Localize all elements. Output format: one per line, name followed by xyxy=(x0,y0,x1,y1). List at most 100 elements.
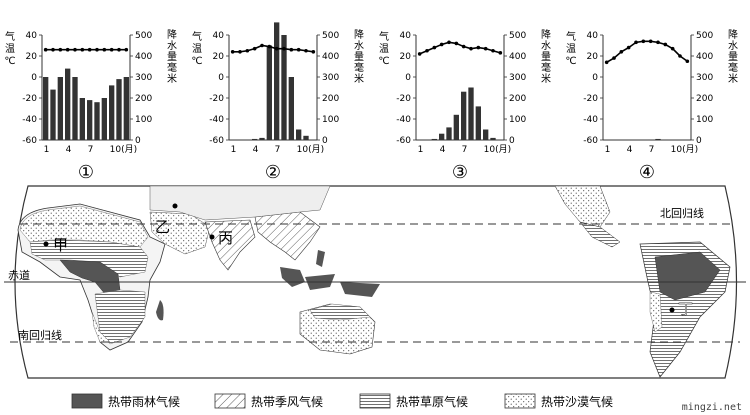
temperature-point xyxy=(102,47,107,52)
precip-tick-label: 300 xyxy=(135,73,152,83)
precip-bar xyxy=(439,133,445,140)
philippines xyxy=(316,250,325,267)
legend-item: 热带沙漠气候 xyxy=(504,393,613,409)
temperature-point xyxy=(117,47,121,52)
precip-tick-label: 500 xyxy=(696,31,713,41)
precip-tick-label: 500 xyxy=(135,31,152,41)
precip-bar xyxy=(43,77,49,140)
precip-bar xyxy=(303,135,309,140)
temp-tick-label: 0 xyxy=(31,73,37,83)
temperature-point xyxy=(124,47,129,52)
precip-tick-label: 200 xyxy=(696,94,713,104)
place-ding-label: 丁 xyxy=(678,300,693,318)
temp-tick-label: -60 xyxy=(22,136,37,146)
temperature-point xyxy=(425,48,429,53)
temp-tick-label: -60 xyxy=(583,136,598,146)
place-yi-dot xyxy=(172,203,178,209)
place-yi-label: 乙 xyxy=(155,218,170,236)
world-map: 北回归线 赤道 南回归线 甲 乙 丙 丁 xyxy=(4,185,746,379)
precip-bar xyxy=(490,137,496,140)
temp-axis-label: 气温℃ xyxy=(378,30,389,67)
month-tick-label: 1 xyxy=(44,145,50,155)
equator-label: 赤道 xyxy=(8,268,30,282)
temp-tick-label: 20 xyxy=(213,52,225,62)
temperature-point xyxy=(87,47,92,52)
temp-tick-label: -20 xyxy=(209,94,224,104)
precip-tick-label: 400 xyxy=(509,52,526,62)
month-tick-label: 4 xyxy=(440,145,446,155)
tropic-south-label: 南回归线 xyxy=(18,328,62,342)
precip-bar xyxy=(266,45,272,140)
precip-tick-label: 300 xyxy=(696,73,713,83)
temperature-point xyxy=(461,44,466,49)
africa-desert xyxy=(19,205,149,248)
temp-tick-label: -40 xyxy=(583,115,598,125)
precip-tick-label: 0 xyxy=(509,136,515,146)
place-jia-dot xyxy=(43,241,49,247)
temperature-point xyxy=(282,46,286,51)
precip-bar xyxy=(475,106,481,140)
temperature-point xyxy=(80,47,85,52)
temperature-point xyxy=(491,48,495,53)
temperature-point xyxy=(670,46,675,51)
precip-tick-label: 0 xyxy=(322,136,328,146)
month-tick-label: 10(月) xyxy=(110,144,137,155)
precip-tick-label: 100 xyxy=(135,115,152,125)
temp-tick-label: -40 xyxy=(396,115,411,125)
precip-bar xyxy=(483,129,489,140)
chart-title: ③ xyxy=(452,162,468,183)
precip-axis-label: 降水量毫米 xyxy=(728,28,738,85)
precip-axis-label: 降水量毫米 xyxy=(167,28,177,85)
precip-bar xyxy=(461,91,467,140)
central-america xyxy=(579,221,621,248)
temp-tick-label: -60 xyxy=(396,136,411,146)
month-tick-label: 4 xyxy=(66,145,72,155)
temperature-point xyxy=(289,47,294,52)
south-america-desert xyxy=(649,291,663,333)
temperature-point xyxy=(267,44,272,49)
temperature-point xyxy=(304,48,308,53)
precip-tick-label: 100 xyxy=(696,115,713,125)
temp-tick-label: -20 xyxy=(583,94,598,104)
month-tick-label: 7 xyxy=(275,145,281,155)
precip-tick-label: 200 xyxy=(322,94,339,104)
precip-tick-label: 200 xyxy=(509,94,526,104)
precip-bar xyxy=(453,114,459,140)
temperature-point xyxy=(252,46,257,51)
temperature-point xyxy=(311,50,316,54)
precip-tick-label: 100 xyxy=(509,115,526,125)
precip-tick-label: 400 xyxy=(696,52,713,62)
place-bing-dot xyxy=(209,234,215,240)
precip-bar xyxy=(94,102,100,140)
temp-axis-label: 气温℃ xyxy=(191,30,202,67)
temperature-line xyxy=(232,44,314,53)
temperature-point xyxy=(634,40,638,45)
legend-label: 热带雨林气候 xyxy=(108,394,180,409)
temperature-point xyxy=(685,59,690,64)
precip-tick-label: 500 xyxy=(509,31,526,41)
legend-swatch xyxy=(504,393,536,409)
month-tick-label: 7 xyxy=(462,145,468,155)
temperature-point xyxy=(58,47,63,52)
australia-north-savanna xyxy=(309,303,371,321)
precip-bar xyxy=(259,137,265,140)
precip-bar xyxy=(446,127,452,140)
precip-bar xyxy=(57,77,63,140)
temperature-point xyxy=(469,46,473,51)
temp-tick-label: 0 xyxy=(405,73,411,83)
precip-bar xyxy=(87,100,93,140)
precip-tick-label: 0 xyxy=(696,136,702,146)
precip-bar xyxy=(288,77,294,140)
africa-savanna-north xyxy=(29,239,149,278)
tropic-north-label: 北回归线 xyxy=(660,206,704,220)
temperature-point xyxy=(43,47,48,52)
month-tick-label: 7 xyxy=(649,145,655,155)
month-tick-label: 10(月) xyxy=(484,144,511,155)
precip-bar xyxy=(296,129,302,140)
temperature-point xyxy=(498,51,503,55)
temp-axis-label: 气温℃ xyxy=(565,30,576,67)
